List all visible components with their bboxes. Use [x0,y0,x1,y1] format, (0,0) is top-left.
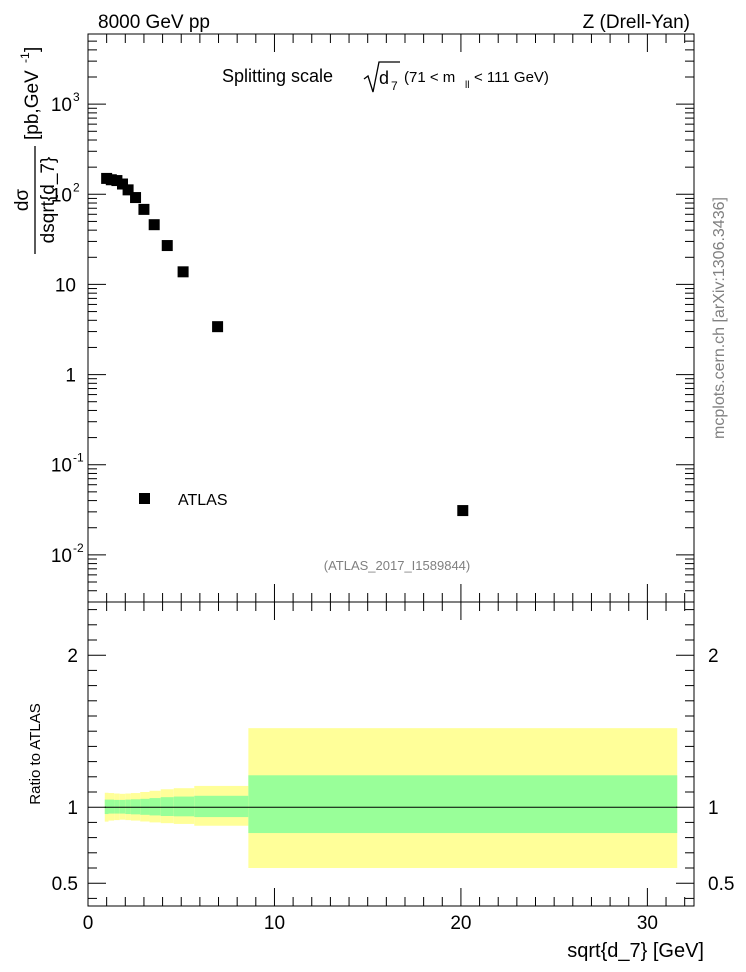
analysis-id: (ATLAS_2017_I1589844) [324,558,470,573]
header-left: 8000 GeV pp [98,12,210,33]
data-point [116,178,128,190]
ratio-y-tick-label: 0.5 [52,874,78,895]
x-tick-label: 0 [83,913,94,934]
ratio-panel: 0.5 0.5 1 1 2 2 0 10 20 30 Ratio to ATLAS sqrt{d… [27,601,734,962]
y-tick-label: 10 [51,95,72,116]
side-note: mcplots.cern.ch [arXiv:1306.3436] [711,197,728,439]
ratio-y-tick-label: 2 [67,646,78,667]
x-tick-label: 20 [450,913,471,934]
y-tick-label-exponent: 2 [73,180,80,194]
sqrt-symbol [363,61,400,93]
y-tick-label: 10 [55,275,76,296]
ratio-y-tick-label-right: 2 [708,646,719,667]
x-axis-label: sqrt{d_7} [GeV] [567,940,704,962]
title-sqrt-subscript: 7 [391,79,398,93]
ratio-y-tick-label-right: 0.5 [708,874,734,895]
y-tick-label-exponent: -1 [73,451,84,465]
y-label-numerator: dσ [12,189,33,212]
atlas-points [101,172,469,517]
ratio-x-ticks: 0 10 20 30 [83,602,686,934]
y-label-denominator: dsqrt{d_7} [38,157,59,244]
x-tick-label: 10 [264,913,285,934]
legend-label: ATLAS [178,492,228,509]
y-label-unit-sup: -1 [18,52,32,63]
plot-title: Splitting scale [222,66,333,86]
inner-band [248,775,678,834]
title-range-prefix: (71 < m [404,69,455,86]
ratio-y-tick-label-right: 1 [708,798,719,819]
data-point [130,192,142,204]
y-tick-label-exponent: 3 [73,90,80,104]
data-point [105,174,117,186]
y-tick-label: 10 [51,546,72,567]
legend-marker [139,493,150,504]
header-right: Z (Drell-Yan) [583,12,690,33]
inner-band [108,799,115,814]
inner-band [194,795,249,818]
main-y-axis-label: dσ dsqrt{d_7} [12,146,59,254]
main-frame [87,33,695,603]
title-sqrt-variable: d [379,68,389,88]
y-label-unit: [pb,GeV [22,70,43,140]
main-y-axis-unit: [pb,GeV -1 ] [18,47,43,140]
data-point [148,219,160,231]
data-point [138,203,150,215]
ratio-y-axis-label: Ratio to ATLAS [27,703,44,804]
inner-band [160,797,174,817]
data-point [122,184,134,196]
ratio-y-label: Ratio to ATLAS [27,703,44,804]
x-tick-label: 30 [637,913,658,934]
title-range-suffix: < 111 GeV) [474,69,549,86]
y-tick-label: 10 [51,185,72,206]
y-tick-label: 1 [65,366,76,387]
ratio-y-tick-label: 1 [67,798,78,819]
inner-band [173,796,195,817]
data-point [457,505,469,517]
data-point [212,321,224,333]
source-note: mcplots.cern.ch [arXiv:1306.3436] [711,197,728,439]
uncertainty-bands [104,728,678,868]
ratio-frame [87,601,695,907]
data-point [161,240,173,252]
data-point [111,175,123,187]
y-tick-label: 10 [51,456,72,477]
data-point [177,266,189,278]
title-range-subscript: ll [465,80,469,91]
ratio-y-ticks: 0.5 0.5 1 1 2 2 [52,609,734,899]
y-label-unit-close: ] [22,47,43,52]
y-tick-label-exponent: -2 [73,541,84,555]
main-x-ticks [87,34,686,602]
